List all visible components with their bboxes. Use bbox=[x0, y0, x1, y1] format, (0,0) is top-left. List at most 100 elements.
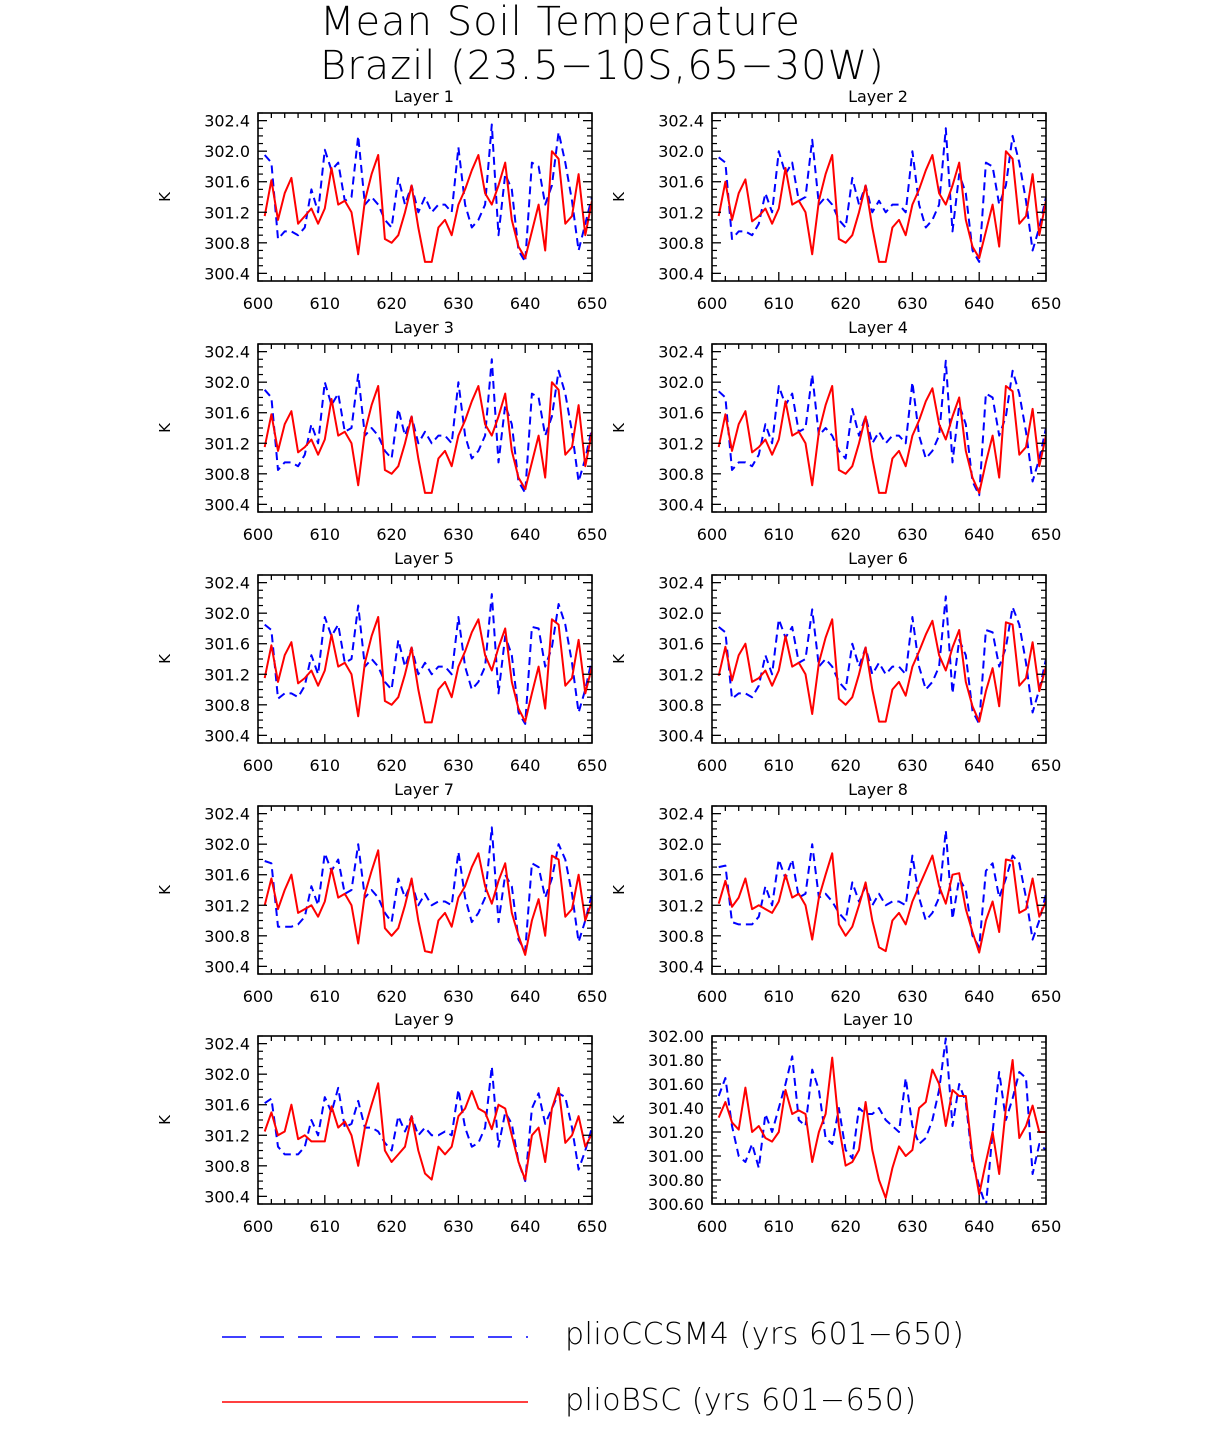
y-tick-label: 300.8 bbox=[658, 465, 704, 484]
y-tick-label: 301.6 bbox=[658, 173, 704, 192]
y-tick-label: 300.80 bbox=[648, 1171, 704, 1190]
series-line-pliobsc bbox=[717, 1056, 1046, 1199]
x-tick-label: 650 bbox=[577, 756, 608, 775]
y-axis-label: K bbox=[610, 1114, 628, 1125]
x-tick-label: 640 bbox=[964, 756, 995, 775]
x-tick-label: 650 bbox=[577, 294, 608, 313]
y-tick-label: 301.6 bbox=[204, 866, 250, 885]
x-tick-label: 630 bbox=[443, 1217, 474, 1236]
chart-panel-4: 600 610 620 630 640 650 300.4 300.8 301.2 301.6 30… bbox=[610, 318, 1061, 544]
chart-panel-5: 600 610 620 630 640 650 300.4 300.8 301.2 301.6 30… bbox=[156, 549, 607, 775]
y-tick-label: 302.0 bbox=[204, 142, 250, 161]
x-tick-label: 640 bbox=[510, 294, 541, 313]
panel-title: Layer 10 bbox=[843, 1010, 913, 1029]
plot-frame bbox=[257, 1035, 593, 1205]
y-tick-label: 301.2 bbox=[658, 896, 704, 915]
y-tick-label: 301.2 bbox=[658, 665, 704, 684]
x-tick-label: 620 bbox=[376, 756, 407, 775]
figure-title-line-2: Brazil (23.5−10S,65−30W) bbox=[320, 43, 885, 89]
y-tick-label: 302.4 bbox=[658, 343, 704, 362]
y-tick-label: 302.0 bbox=[204, 373, 250, 392]
x-tick-label: 610 bbox=[764, 756, 795, 775]
y-tick-label: 302.4 bbox=[204, 1035, 250, 1054]
panel-title: Layer 2 bbox=[848, 87, 908, 106]
x-tick-label: 630 bbox=[443, 294, 474, 313]
y-tick-label: 300.8 bbox=[204, 465, 250, 484]
x-tick-label: 650 bbox=[1031, 1217, 1062, 1236]
panel-title: Layer 6 bbox=[848, 549, 908, 568]
x-tick-label: 650 bbox=[577, 1217, 608, 1236]
panel-title: Layer 7 bbox=[394, 780, 454, 799]
chart-panel-2: 600 610 620 630 640 650 300.4 300.8 301.2 301.6 30… bbox=[610, 87, 1061, 313]
series-line-pliocc bbox=[264, 1065, 592, 1183]
x-tick-label: 650 bbox=[1031, 756, 1062, 775]
y-tick-label: 300.4 bbox=[204, 1187, 250, 1206]
x-tick-label: 610 bbox=[764, 1217, 795, 1236]
x-tick-label: 600 bbox=[243, 756, 274, 775]
x-tick-label: 620 bbox=[830, 525, 861, 544]
series-line-pliobsc bbox=[263, 150, 592, 263]
x-tick-label: 600 bbox=[697, 1217, 728, 1236]
plot-frame bbox=[711, 112, 1047, 282]
y-tick-label: 302.0 bbox=[658, 142, 704, 161]
y-tick-label: 302.4 bbox=[658, 574, 704, 593]
x-tick-label: 600 bbox=[243, 294, 274, 313]
y-tick-label: 301.6 bbox=[658, 866, 704, 885]
x-tick-label: 640 bbox=[964, 525, 995, 544]
x-tick-label: 650 bbox=[1031, 525, 1062, 544]
x-tick-label: 640 bbox=[510, 1217, 541, 1236]
x-tick-label: 620 bbox=[830, 294, 861, 313]
figure-title-line-1: Mean Soil Temperature bbox=[320, 0, 801, 45]
x-tick-label: 610 bbox=[310, 294, 341, 313]
y-tick-label: 302.4 bbox=[658, 112, 704, 131]
plot-frame bbox=[257, 112, 593, 282]
series-line-pliobsc bbox=[717, 852, 1046, 954]
x-tick-label: 630 bbox=[897, 525, 928, 544]
series-line-pliobsc bbox=[717, 150, 1046, 263]
y-tick-label: 300.4 bbox=[658, 495, 704, 514]
y-tick-label: 302.0 bbox=[658, 604, 704, 623]
series-line-pliobsc bbox=[263, 616, 592, 724]
y-axis-label: K bbox=[610, 191, 628, 202]
y-tick-label: 301.6 bbox=[658, 635, 704, 654]
y-axis-label: K bbox=[156, 1114, 174, 1125]
panel-title: Layer 3 bbox=[394, 318, 454, 337]
x-tick-label: 600 bbox=[697, 987, 728, 1006]
panel-title: Layer 8 bbox=[848, 780, 908, 799]
series-line-pliocc bbox=[718, 127, 1046, 263]
x-tick-label: 600 bbox=[697, 756, 728, 775]
series-line-pliocc bbox=[264, 826, 592, 953]
plot-frame bbox=[711, 343, 1047, 513]
x-tick-label: 650 bbox=[577, 525, 608, 544]
y-axis-label: K bbox=[156, 884, 174, 895]
x-tick-label: 640 bbox=[964, 294, 995, 313]
series-line-pliocc bbox=[263, 123, 592, 263]
x-tick-label: 610 bbox=[764, 525, 795, 544]
x-tick-label: 630 bbox=[443, 756, 474, 775]
panel-title: Layer 1 bbox=[394, 87, 454, 106]
y-tick-label: 300.8 bbox=[204, 1157, 250, 1176]
chart-panel-9: 600 610 620 630 640 650 300.4 300.8 301.2 301.6 30… bbox=[156, 1010, 607, 1236]
chart-panel-6: 600 610 620 630 640 650 300.4 300.8 301.2 301.6 30… bbox=[610, 549, 1061, 775]
y-tick-label: 301.40 bbox=[648, 1099, 704, 1118]
x-tick-label: 620 bbox=[376, 294, 407, 313]
x-tick-label: 640 bbox=[964, 1217, 995, 1236]
y-tick-label: 302.0 bbox=[204, 1065, 250, 1084]
y-axis-label: K bbox=[610, 884, 628, 895]
chart-panel-8: 600 610 620 630 640 650 300.4 300.8 301.2 301.6 30… bbox=[610, 780, 1061, 1006]
y-tick-label: 302.4 bbox=[658, 805, 704, 824]
x-tick-label: 640 bbox=[964, 987, 995, 1006]
x-tick-label: 630 bbox=[897, 294, 928, 313]
y-tick-label: 300.4 bbox=[204, 957, 250, 976]
y-tick-label: 300.60 bbox=[648, 1195, 704, 1214]
panel-title: Layer 5 bbox=[394, 549, 454, 568]
series-line-pliocc bbox=[718, 359, 1046, 497]
x-tick-label: 650 bbox=[577, 987, 608, 1006]
series-line-pliobsc bbox=[263, 849, 592, 956]
x-tick-label: 600 bbox=[243, 525, 274, 544]
y-tick-label: 301.6 bbox=[204, 1096, 250, 1115]
chart-panel-10: 600 610 620 630 640 650 300.60 300.80 301.00 301.… bbox=[610, 1010, 1061, 1236]
y-tick-label: 301.6 bbox=[204, 173, 250, 192]
y-tick-label: 301.2 bbox=[658, 203, 704, 222]
